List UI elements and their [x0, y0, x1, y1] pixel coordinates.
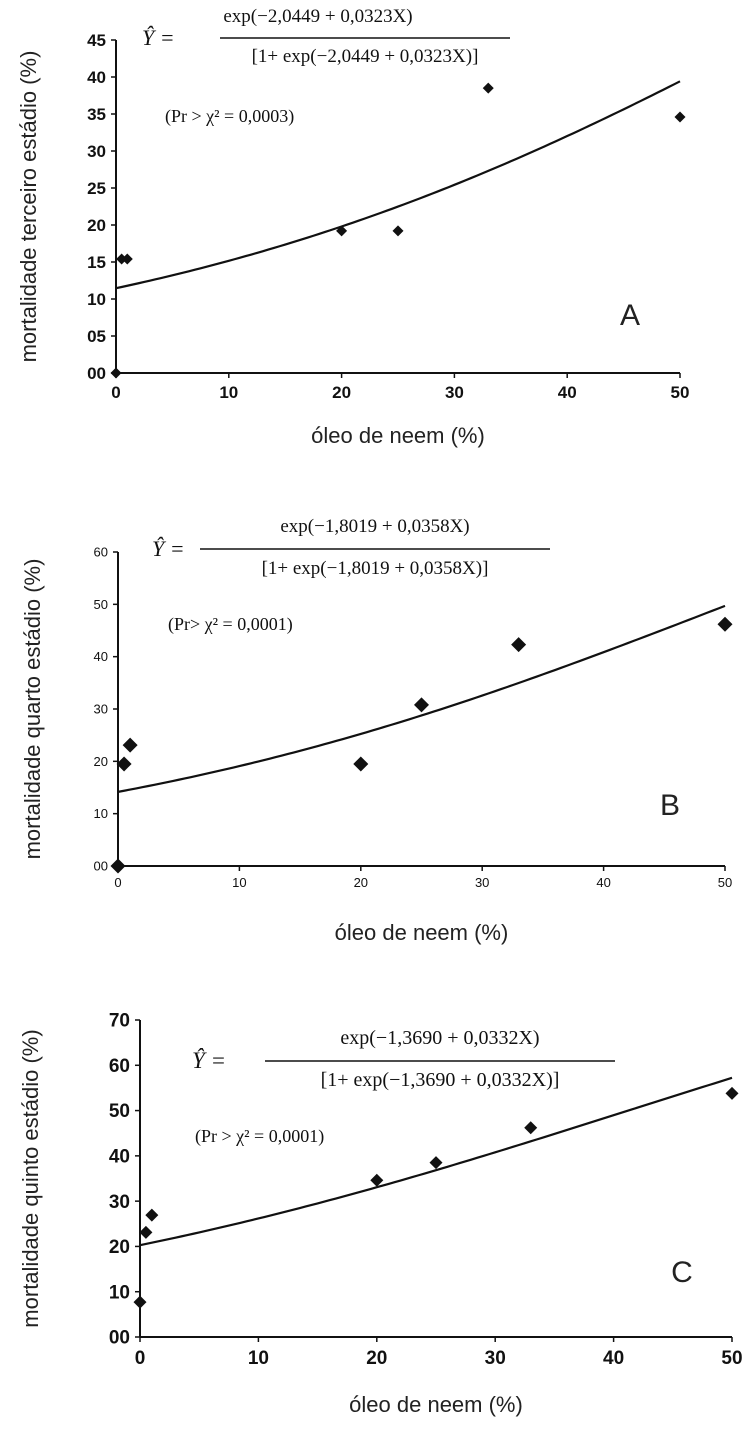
chart-panel-a: 0 10 20 30 40 50 00 05 10 15 20 25 30 35 40 45 óleo de n…	[16, 6, 689, 448]
chart-panel-b: 0 10 20 30 40 50 00 10 20 30 40 50 60 óleo de neem (%…	[20, 516, 733, 945]
y-tick-label: 15	[87, 253, 106, 272]
fitted-curve	[139, 1076, 733, 1247]
x-tick-label: 30	[485, 1348, 506, 1369]
y-tick-label: 40	[87, 68, 106, 87]
equation-significance: (Pr > χ² = 0,0003)	[165, 106, 294, 127]
x-tick-label: 30	[475, 875, 489, 890]
data-point	[524, 1121, 538, 1135]
y-tick-label: 60	[109, 1056, 130, 1077]
equation-denominator: [1+ exp(−1,3690 + 0,0332X)]	[321, 1069, 560, 1091]
y-tick-label: 00	[87, 364, 106, 383]
data-point	[122, 737, 138, 753]
x-tick-label: 0	[135, 1348, 146, 1369]
fitted-curve	[115, 80, 681, 290]
y-tick-label: 20	[109, 1237, 130, 1258]
equation-significance: (Pr> χ² = 0,0001)	[168, 614, 293, 635]
data-point	[370, 1173, 384, 1187]
y-tick-label: 35	[87, 105, 106, 124]
y-axis-title: mortalidade terceiro estádio (%)	[16, 51, 41, 363]
panel-letter: A	[620, 299, 640, 332]
x-tick-label: 50	[721, 1348, 742, 1369]
x-tick-label: 20	[332, 383, 351, 402]
y-tick-label: 25	[87, 179, 106, 198]
x-tick-label: 50	[718, 875, 732, 890]
y-tick-label: 45	[87, 31, 106, 50]
y-tick-label: 00	[109, 1328, 130, 1349]
x-tick-label: 10	[219, 383, 238, 402]
x-tick-label: 20	[354, 875, 368, 890]
y-tick-label: 00	[94, 859, 108, 874]
equation-significance: (Pr > χ² = 0,0001)	[195, 1126, 324, 1147]
data-point	[414, 697, 429, 713]
x-tick-label: 0	[111, 383, 120, 402]
y-axis-title: mortalidade quarto estádio (%)	[20, 559, 45, 860]
x-tick-label: 20	[366, 1348, 387, 1369]
data-point	[336, 225, 348, 237]
x-tick-label: 10	[248, 1348, 269, 1369]
data-point	[392, 225, 404, 237]
y-tick-label: 20	[87, 216, 106, 235]
chart-panel-c: 0 10 20 30 40 50 00 10 20 30 40 50 60 70 óleo de neem …	[18, 1011, 743, 1417]
data-point	[482, 82, 494, 94]
equation-lhs: Ŷ =	[142, 25, 175, 50]
y-tick-label: 20	[94, 754, 108, 769]
y-tick-label: 30	[109, 1192, 130, 1213]
panel-letter: C	[671, 1256, 693, 1289]
equation-denominator: [1+ exp(−2,0449 + 0,0323X)]	[252, 46, 479, 67]
y-tick-label: 60	[94, 545, 108, 560]
x-tick-label: 10	[232, 875, 246, 890]
x-tick-label: 0	[114, 875, 121, 890]
x-axis-title: óleo de neem (%)	[349, 1392, 523, 1417]
data-point	[116, 253, 128, 265]
data-point	[110, 858, 126, 874]
y-tick-label: 10	[87, 290, 106, 309]
data-point	[353, 756, 369, 772]
y-tick-label: 30	[87, 142, 106, 161]
x-axis-title: óleo de neem (%)	[335, 920, 509, 945]
x-tick-label: 40	[596, 875, 610, 890]
fitted-curve	[117, 604, 726, 793]
y-tick-label: 50	[94, 597, 108, 612]
data-point	[121, 253, 133, 265]
data-point	[429, 1156, 443, 1170]
equation-lhs: Ŷ =	[152, 536, 185, 561]
x-tick-label: 50	[671, 383, 690, 402]
y-tick-label: 10	[109, 1282, 130, 1303]
x-tick-label: 30	[445, 383, 464, 402]
data-point	[674, 111, 686, 123]
y-tick-label: 40	[109, 1147, 130, 1168]
data-point	[717, 616, 733, 632]
x-axis-title: óleo de neem (%)	[311, 423, 485, 448]
panel-letter: B	[660, 789, 680, 822]
data-point	[110, 367, 122, 379]
data-point	[725, 1086, 739, 1100]
y-tick-label: 70	[109, 1011, 130, 1032]
data-point	[116, 756, 132, 772]
data-point	[145, 1208, 159, 1222]
y-tick-label: 50	[109, 1101, 130, 1122]
x-tick-label: 40	[558, 383, 577, 402]
equation-numerator: exp(−2,0449 + 0,0323X)	[223, 6, 412, 27]
y-tick-label: 40	[94, 649, 108, 664]
x-tick-label: 40	[603, 1348, 624, 1369]
data-point	[133, 1295, 147, 1309]
y-tick-label: 05	[87, 327, 106, 346]
y-axis-title: mortalidade quinto estádio (%)	[18, 1029, 43, 1327]
equation-lhs: Ŷ =	[192, 1048, 226, 1073]
equation-denominator: [1+ exp(−1,8019 + 0,0358X)]	[262, 558, 489, 579]
equation-numerator: exp(−1,3690 + 0,0332X)	[340, 1027, 539, 1049]
equation-numerator: exp(−1,8019 + 0,0358X)	[280, 516, 469, 537]
y-tick-label: 30	[94, 702, 108, 717]
data-point	[511, 637, 527, 653]
data-point	[139, 1225, 153, 1239]
y-tick-label: 10	[94, 806, 108, 821]
